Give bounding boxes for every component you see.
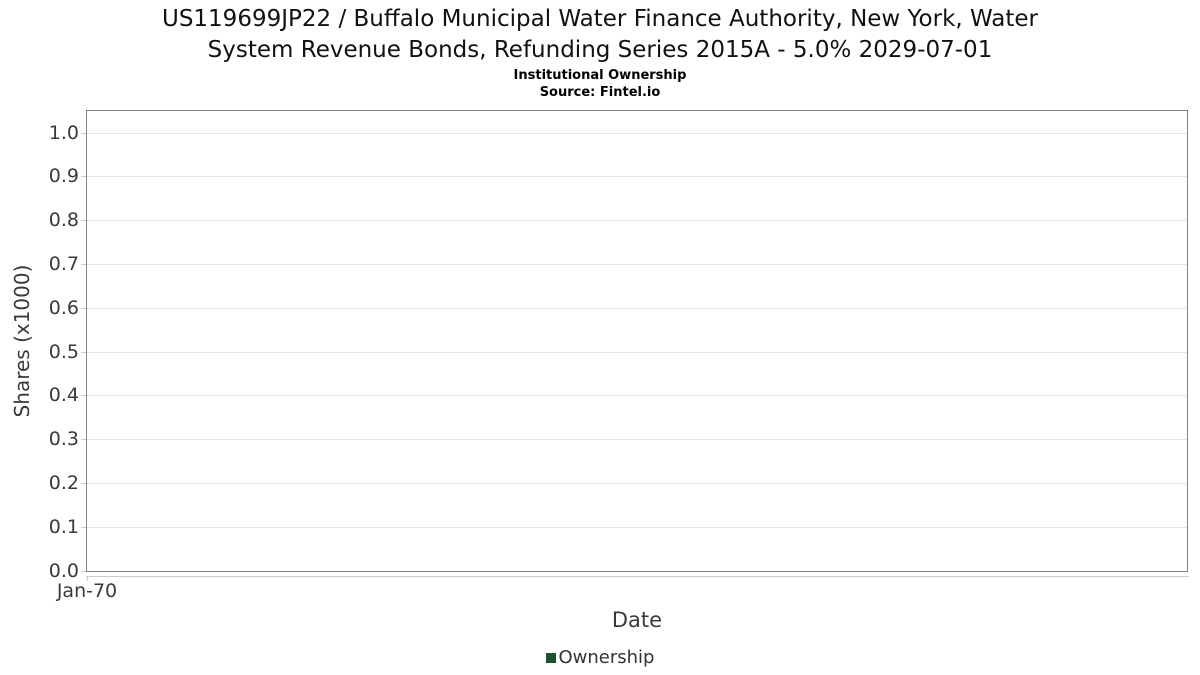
y-tick-label: 0.2 xyxy=(48,471,79,494)
y-gridline xyxy=(87,132,1187,134)
chart-title: US119699JP22 / Buffalo Municipal Water F… xyxy=(0,4,1200,66)
y-gridline xyxy=(87,351,1187,353)
chart-subtitle: Institutional Ownership xyxy=(513,68,687,83)
y-tick-label: 0.3 xyxy=(48,428,79,451)
y-gridline xyxy=(87,482,1187,484)
y-tick-mark xyxy=(81,263,86,265)
x-axis-title: Date xyxy=(611,608,663,632)
y-tick-mark xyxy=(81,570,86,572)
y-tick-mark xyxy=(81,307,86,309)
y-tick-mark xyxy=(81,526,86,528)
y-tick-mark xyxy=(81,220,86,222)
y-tick-label: 0.8 xyxy=(48,209,79,232)
legend-marker-ownership xyxy=(545,652,556,663)
y-tick-label: 0.0 xyxy=(48,559,79,582)
y-gridline xyxy=(87,263,1187,265)
y-gridline xyxy=(87,307,1187,309)
y-axis-title: Shares (x1000) xyxy=(10,264,34,418)
y-tick-label: 0.7 xyxy=(48,252,79,275)
y-tick-label: 0.1 xyxy=(48,515,79,538)
x-tick-mark xyxy=(87,577,88,581)
y-tick-label: 1.0 xyxy=(48,121,79,144)
y-tick-mark xyxy=(81,176,86,178)
y-tick-label: 0.6 xyxy=(48,296,79,319)
y-tick-mark xyxy=(81,439,86,441)
y-tick-mark xyxy=(81,395,86,397)
y-gridline xyxy=(87,439,1187,441)
y-gridline xyxy=(87,176,1187,178)
chart-title-line-1: US119699JP22 / Buffalo Municipal Water F… xyxy=(161,6,1039,32)
y-gridline xyxy=(87,395,1187,397)
legend-label-ownership[interactable]: Ownership xyxy=(558,647,655,668)
y-gridline xyxy=(87,220,1187,222)
legend[interactable]: Ownership xyxy=(0,647,1200,668)
y-tick-label: 0.5 xyxy=(48,340,79,363)
y-tick-mark xyxy=(81,351,86,353)
chart-source: Source: Fintel.io xyxy=(539,85,661,100)
x-tick-label: Jan-70 xyxy=(56,580,118,602)
y-tick-mark xyxy=(81,482,86,484)
y-gridline xyxy=(87,526,1187,528)
chart-title-line-2: System Revenue Bonds, Refunding Series 2… xyxy=(207,37,993,63)
y-tick-label: 0.9 xyxy=(48,165,79,188)
y-tick-label: 0.4 xyxy=(48,384,79,407)
x-axis-line xyxy=(86,576,1189,577)
plot-area xyxy=(86,110,1188,572)
y-tick-mark xyxy=(81,132,86,134)
